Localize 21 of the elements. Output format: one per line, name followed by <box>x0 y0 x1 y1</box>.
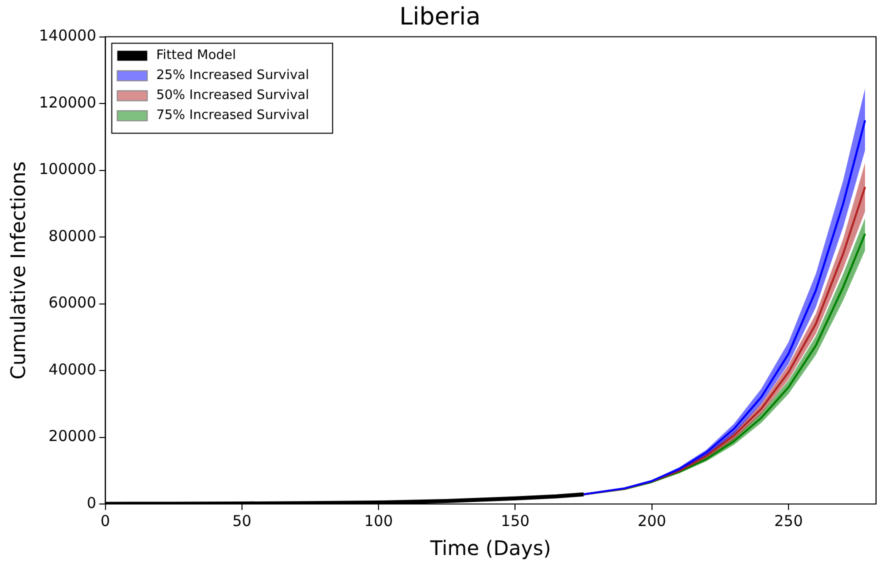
y-tick-label: 40000 <box>48 360 96 378</box>
y-tick-label: 0 <box>86 494 96 512</box>
y-tick-label: 60000 <box>48 294 96 312</box>
legend-label: 50% Increased Survival <box>156 88 310 104</box>
x-axis-title: Time (Days) <box>429 536 552 560</box>
x-tick-label: 200 <box>638 512 666 530</box>
x-tick-label: 100 <box>364 512 393 530</box>
x-tick-label: 0 <box>100 512 110 530</box>
y-tick-label: 120000 <box>38 93 96 112</box>
y-tick-label: 20000 <box>48 427 96 446</box>
x-tick-label: 250 <box>774 512 803 530</box>
x-tick-label: 50 <box>232 512 252 530</box>
y-tick-label: 100000 <box>38 160 96 178</box>
legend-label: Fitted Model <box>156 48 236 64</box>
chart-title: Liberia <box>399 2 481 31</box>
y-tick-label: 80000 <box>48 226 96 245</box>
y-axis-title: Cumulative Infections <box>6 161 30 380</box>
legend-label: 75% Increased Survival <box>156 108 310 124</box>
legend-label: 25% Increased Survival <box>156 68 310 84</box>
y-tick-label: 140000 <box>38 26 96 45</box>
x-tick-label: 150 <box>500 512 530 530</box>
